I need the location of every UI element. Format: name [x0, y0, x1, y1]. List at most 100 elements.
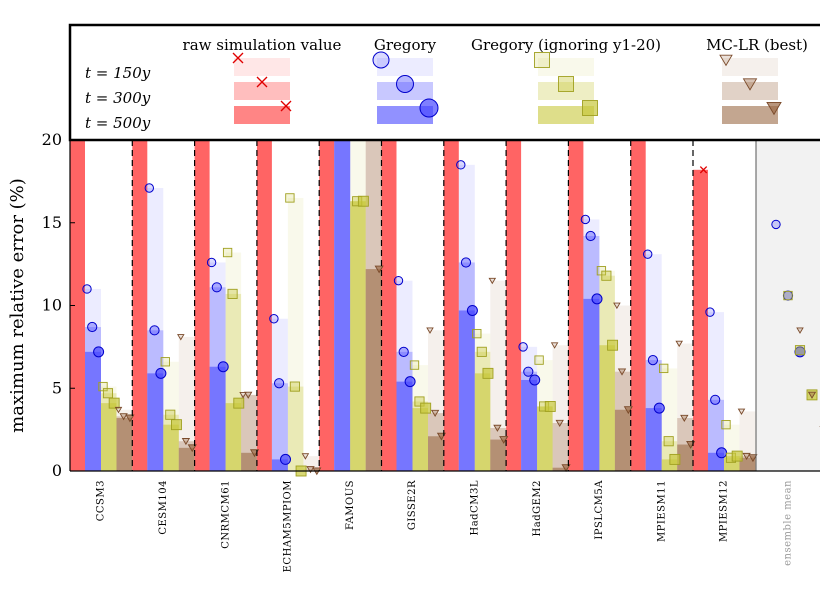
- marker-square-mpiesm11-t1: [663, 436, 674, 447]
- legend-marker-3-0: [719, 54, 733, 67]
- legend-swatch-3-2: [722, 106, 778, 124]
- bar-gregory-ccsm3-t2: [85, 351, 101, 471]
- marker-circle-mpiesm12-t2: [716, 447, 728, 459]
- bar-gregory-echam5mpiom-t0: [271, 318, 288, 471]
- marker-raw-mpiesm12-t2-b: [699, 166, 708, 174]
- marker-triangle-cesm104-t0: [177, 334, 185, 341]
- bar-mc-lr-best--hadgem2-t1: [552, 423, 569, 471]
- bar-gregory-mpiesm11-t2: [645, 408, 662, 471]
- marker-triangle-ccsm3-t1: [119, 413, 128, 421]
- bar-mc-lr-best--gisse2r-t2: [428, 436, 444, 471]
- marker-square-hadcm3l-t1: [476, 346, 487, 357]
- marker-triangle-hadgem2-t2: [561, 464, 571, 472]
- marker-triangle-gisse2r-t1: [430, 409, 440, 418]
- marker-circle-ccsm3-t0: [82, 284, 92, 294]
- bar-gregory-gisse2r-t2: [396, 381, 413, 471]
- bar-gregory-echam5mpiom-t2: [271, 459, 288, 471]
- category-label-mpiesm12: MPIESM12: [719, 480, 730, 542]
- legend-marker-3-1: [742, 78, 758, 91]
- bar-mc-lr-best--cnrmcm61-t2: [241, 452, 257, 471]
- legend-marker-1-1: [396, 75, 414, 93]
- marker-triangle-mpiesm12-t0: [737, 408, 746, 416]
- bar-gregory-ignoring-y1-20--echam5mpiom-t1: [287, 386, 304, 471]
- bar-gregory-cesm104-t2: [147, 373, 164, 471]
- mean-marker-square-t2: [806, 389, 818, 401]
- legend-swatch-2-1: [538, 82, 594, 100]
- bar-mc-lr-best--hadgem2-t2: [552, 467, 569, 471]
- marker-triangle-ipslcm5a-t2: [623, 406, 633, 415]
- legend-marker-2-2: [582, 100, 598, 116]
- bar-raw-simulation-value-hadgem2-t2: [506, 140, 522, 471]
- marker-triangle-ipslcm5a-t0: [613, 302, 621, 310]
- marker-circle-ipslcm5a-t1: [585, 230, 596, 242]
- marker-triangle-hadcm3l-t2: [499, 436, 509, 444]
- legend-marker-1-2: [419, 98, 439, 118]
- y-tick-label-15: 15: [42, 213, 62, 232]
- bar-mc-lr-best--mpiesm11-t2: [677, 444, 693, 471]
- marker-circle-hadgem2-t2: [529, 374, 541, 386]
- marker-circle-cnrmcm61-t1: [211, 282, 222, 293]
- marker-triangle-ccsm3-t2: [125, 414, 135, 423]
- marker-square-gisse2r-t0: [409, 360, 420, 370]
- legend-swatch-0-0: [234, 58, 290, 76]
- legend-marker-0-1-b: [256, 76, 268, 88]
- category-label-mpiesm11: MPIESM11: [656, 480, 667, 542]
- legend-header-2: Gregory (ignoring y1-20): [471, 36, 661, 54]
- category-label-echam5mpiom: ECHAM5MPIOM: [283, 480, 294, 572]
- category-label-ccsm3: CCSM3: [96, 480, 107, 521]
- marker-triangle-hadgem2-t0: [550, 342, 559, 349]
- bar-raw-simulation-value-mpiesm12-t2: [693, 169, 708, 472]
- bar-gregory-echam5mpiom-t1: [271, 383, 288, 471]
- axes: CCSM3 CESM104 CNRMCM61 ECHAM5MPIOM FAMOUS GIS…: [7, 130, 820, 572]
- category-label-cesm104: CESM104: [158, 480, 169, 535]
- legend: raw simulation value Gregory Gregory (igno…: [68, 23, 820, 142]
- marker-circle-hadgem2-t1: [523, 366, 534, 377]
- legend-swatch-1-1: [377, 82, 433, 100]
- marker-triangle-mpiesm11-t0: [675, 340, 683, 348]
- marker-square-mpiesm12-t2: [731, 450, 743, 462]
- legend-marker-0-2: [280, 100, 292, 112]
- bar-raw-simulation-value-mpiesm11-t2: [630, 140, 646, 471]
- legend-swatch-2-2: [538, 106, 594, 124]
- marker-square-cesm104-t1: [165, 409, 176, 420]
- bar-gregory-ignoring-y1-20--cesm104-t2: [163, 424, 179, 471]
- marker-circle-gisse2r-t2: [404, 376, 416, 388]
- legend-marker-0-1: [256, 76, 268, 88]
- bar-mc-lr-best--ipslcm5a-t2: [614, 409, 631, 471]
- bar-gregory-hadgem2-t2: [521, 379, 538, 471]
- marker-triangle-echam5mpiom-t1: [306, 466, 315, 474]
- marker-triangle-cnrmcm61-t0: [239, 392, 247, 399]
- marker-triangle-cesm104-t1: [181, 438, 191, 446]
- marker-square-ipslcm5a-t1: [601, 270, 612, 281]
- legend-marker-0-2-b: [280, 100, 292, 112]
- bar-mc-lr-best--hadcm3l-t2: [490, 439, 507, 471]
- legend-marker-2-1: [558, 76, 574, 92]
- bar-raw-simulation-value-ipslcm5a-t2: [568, 140, 584, 471]
- marker-triangle-cesm104-t2: [187, 444, 197, 453]
- y-tick-label-0: 0: [52, 461, 62, 480]
- y-tick-label-5: 5: [52, 378, 62, 397]
- marker-square-echam5mpiom-t0: [285, 193, 295, 203]
- category-label-hadgem2: HadGEM2: [532, 480, 543, 536]
- bar-mc-lr-best--ccsm3-t2: [116, 418, 133, 471]
- bar-raw-simulation-value-cnrmcm61-t2: [194, 140, 210, 471]
- marker-circle-mpiesm11-t1: [647, 355, 659, 366]
- bar-mc-lr-best--hadcm3l-t0: [490, 280, 507, 471]
- legend-marker-0-0: [232, 52, 244, 64]
- legend-swatch-3-1: [722, 82, 778, 100]
- bar-gregory-ignoring-y1-20--hadgem2-t2: [537, 406, 553, 471]
- bar-raw-simulation-value-famous-t2: [319, 140, 335, 471]
- bar-gregory-mpiesm12-t0: [708, 312, 724, 471]
- marker-circle-ccsm3-t1: [87, 321, 98, 333]
- bar-raw-simulation-value-hadcm3l-t2: [443, 140, 459, 471]
- category-label-ensemble-mean: ensemble mean: [783, 480, 794, 566]
- marker-circle-gisse2r-t0: [393, 275, 404, 286]
- point-markers: [82, 160, 820, 477]
- legend-frame: [68, 23, 820, 142]
- marker-triangle-hadgem2-t1: [555, 419, 564, 427]
- bar-gregory-hadcm3l-t2: [458, 310, 475, 471]
- bar-gregory-ipslcm5a-t2: [583, 298, 600, 471]
- marker-square-ipslcm5a-t2: [607, 339, 619, 351]
- marker-square-cesm104-t0: [160, 357, 170, 367]
- y-axis-label: maximum relative error (%): [7, 178, 28, 433]
